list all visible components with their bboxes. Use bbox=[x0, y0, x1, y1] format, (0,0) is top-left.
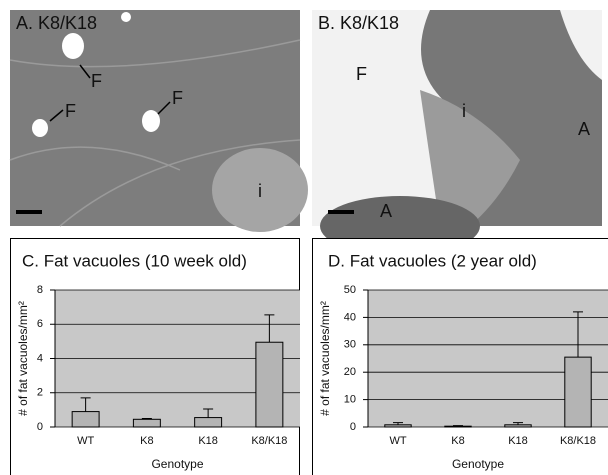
bar bbox=[564, 356, 592, 428]
y-tick-label: 6 bbox=[37, 318, 43, 330]
panel-title: A. K8/K18 bbox=[16, 13, 97, 33]
micrograph-b: B. K8/K18 F i A A bbox=[312, 10, 602, 256]
y-tick-label: 8 bbox=[37, 284, 43, 296]
micrograph-a: A. K8/K18 F F F i bbox=[9, 10, 308, 232]
error-bar bbox=[203, 408, 214, 418]
error-bar bbox=[264, 314, 275, 343]
error-bar bbox=[453, 425, 463, 427]
y-tick-label: 40 bbox=[344, 311, 356, 323]
y-tick-label: 0 bbox=[350, 421, 356, 433]
x-tick-label: K8/K18 bbox=[251, 435, 287, 447]
x-tick-label: K18 bbox=[508, 435, 528, 447]
error-bar bbox=[141, 417, 152, 420]
bar bbox=[384, 424, 412, 428]
y-tick-label: 50 bbox=[344, 284, 356, 296]
y-tick-label: 10 bbox=[344, 394, 356, 406]
x-tick-label: WT bbox=[389, 435, 406, 447]
error-bar bbox=[513, 422, 523, 425]
x-tick-label: K8/K18 bbox=[560, 435, 596, 447]
bar bbox=[132, 418, 161, 428]
error-bar bbox=[80, 397, 91, 412]
bar bbox=[71, 411, 100, 428]
label: i bbox=[258, 181, 262, 201]
label: F bbox=[172, 88, 183, 108]
y-axis-label: # of fat vacuoles/mm² bbox=[318, 301, 332, 416]
bar bbox=[194, 417, 223, 428]
y-tick-label: 2 bbox=[37, 387, 43, 399]
label: A bbox=[578, 119, 590, 139]
y-axis-label: # of fat vacuoles/mm² bbox=[16, 301, 30, 416]
x-tick-label: WT bbox=[77, 435, 94, 447]
y-tick-label: 30 bbox=[344, 339, 356, 351]
y-tick-label: 0 bbox=[37, 421, 43, 433]
label: i bbox=[462, 101, 466, 121]
label: F bbox=[91, 71, 102, 91]
y-tick-label: 20 bbox=[344, 366, 356, 378]
y-tick-label: 4 bbox=[37, 352, 43, 364]
error-bar bbox=[393, 422, 403, 425]
error-bar bbox=[573, 311, 583, 358]
chart-title: D. Fat vacuoles (2 year old) bbox=[328, 251, 537, 270]
chart-title: C. Fat vacuoles (10 week old) bbox=[22, 251, 247, 270]
x-tick-label: K18 bbox=[198, 435, 218, 447]
x-tick-label: K8 bbox=[140, 435, 153, 447]
bar bbox=[444, 425, 472, 428]
panel-title: B. K8/K18 bbox=[318, 13, 399, 33]
x-tick-label: K8 bbox=[451, 435, 464, 447]
x-axis-label: Genotype bbox=[452, 457, 504, 471]
x-axis-label: Genotype bbox=[151, 457, 203, 471]
label: F bbox=[356, 64, 367, 84]
label: F bbox=[65, 101, 76, 121]
bar bbox=[504, 424, 532, 428]
bar bbox=[255, 341, 284, 428]
label: A bbox=[380, 201, 392, 221]
